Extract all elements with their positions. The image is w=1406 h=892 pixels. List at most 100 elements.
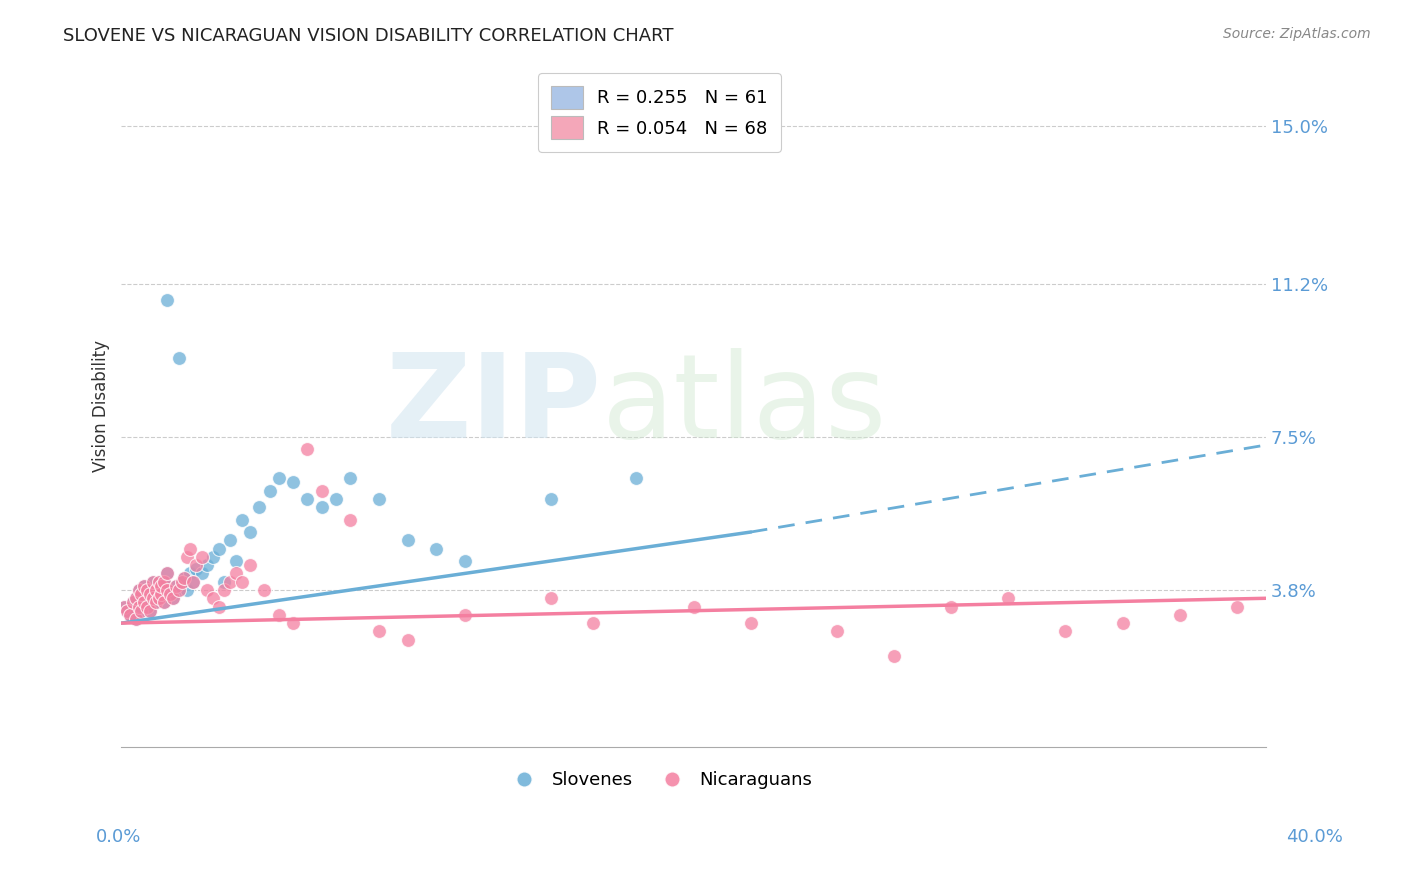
Point (1168, 607, 1191, 622)
Point (148, 574, 170, 589)
Text: 40.0%: 40.0% (1286, 828, 1343, 846)
Point (112, 599, 135, 614)
Point (153, 574, 176, 589)
Point (125, 612, 148, 626)
Point (281, 616, 304, 631)
Point (214, 582, 236, 597)
Point (201, 549, 224, 564)
Point (540, 491, 562, 506)
Point (153, 595, 176, 609)
Point (122, 595, 145, 609)
Point (997, 591, 1019, 606)
Point (159, 587, 181, 601)
Point (195, 558, 218, 573)
Point (115, 604, 138, 618)
Point (214, 574, 236, 589)
Point (281, 475, 304, 490)
Point (883, 649, 905, 664)
Point (626, 471, 648, 485)
Point (165, 579, 187, 593)
Point (125, 612, 148, 626)
Text: ZIP: ZIP (387, 348, 602, 463)
Point (128, 582, 150, 597)
Point (153, 574, 176, 589)
Point (173, 571, 195, 585)
Point (225, 554, 247, 568)
Point (325, 491, 347, 506)
Point (150, 579, 173, 593)
Point (201, 591, 224, 606)
Text: atlas: atlas (602, 348, 887, 463)
Point (162, 591, 184, 606)
Point (125, 591, 148, 606)
Point (128, 582, 150, 597)
Point (219, 574, 242, 589)
Point (148, 591, 170, 606)
Point (190, 566, 212, 581)
Point (142, 574, 165, 589)
Point (267, 471, 290, 485)
Point (939, 599, 962, 614)
Point (231, 574, 253, 589)
Point (339, 471, 361, 485)
Point (167, 351, 190, 365)
Point (145, 595, 167, 609)
Point (247, 500, 270, 515)
Y-axis label: Vision Disability: Vision Disability (93, 340, 110, 472)
Point (195, 582, 218, 597)
Point (125, 591, 148, 606)
Point (297, 442, 319, 457)
Point (131, 604, 153, 618)
Point (128, 599, 150, 614)
Point (128, 599, 150, 614)
Point (311, 500, 333, 515)
Text: SLOVENE VS NICARAGUAN VISION DISABILITY CORRELATION CHART: SLOVENE VS NICARAGUAN VISION DISABILITY … (63, 27, 673, 45)
Point (170, 574, 193, 589)
Point (170, 574, 193, 589)
Point (112, 599, 135, 614)
Point (267, 607, 290, 622)
Point (145, 582, 167, 597)
Point (145, 595, 167, 609)
Point (136, 599, 159, 614)
Point (139, 587, 162, 601)
Point (740, 616, 762, 631)
Point (134, 579, 156, 593)
Point (134, 579, 156, 593)
Point (219, 533, 242, 548)
Point (162, 591, 184, 606)
Point (167, 582, 190, 597)
Point (311, 483, 333, 498)
Point (425, 541, 447, 556)
Point (179, 566, 201, 581)
Point (150, 587, 173, 601)
Point (173, 571, 195, 585)
Point (184, 558, 207, 573)
Point (131, 587, 153, 601)
Point (396, 632, 419, 647)
Point (136, 582, 159, 597)
Point (118, 607, 141, 622)
Point (156, 566, 179, 581)
Point (179, 541, 201, 556)
Text: 0.0%: 0.0% (96, 828, 141, 846)
Point (148, 574, 170, 589)
Legend: Slovenes, Nicaraguans: Slovenes, Nicaraguans (499, 764, 820, 797)
Point (253, 582, 276, 597)
Point (231, 513, 253, 527)
Point (134, 595, 156, 609)
Point (1226, 599, 1249, 614)
Point (159, 587, 181, 601)
Point (122, 595, 145, 609)
Point (454, 554, 477, 568)
Point (367, 491, 389, 506)
Point (582, 616, 605, 631)
Point (239, 558, 262, 573)
Point (131, 604, 153, 618)
Point (1112, 616, 1135, 631)
Point (150, 579, 173, 593)
Point (208, 599, 231, 614)
Point (145, 582, 167, 597)
Point (339, 513, 361, 527)
Point (165, 579, 187, 593)
